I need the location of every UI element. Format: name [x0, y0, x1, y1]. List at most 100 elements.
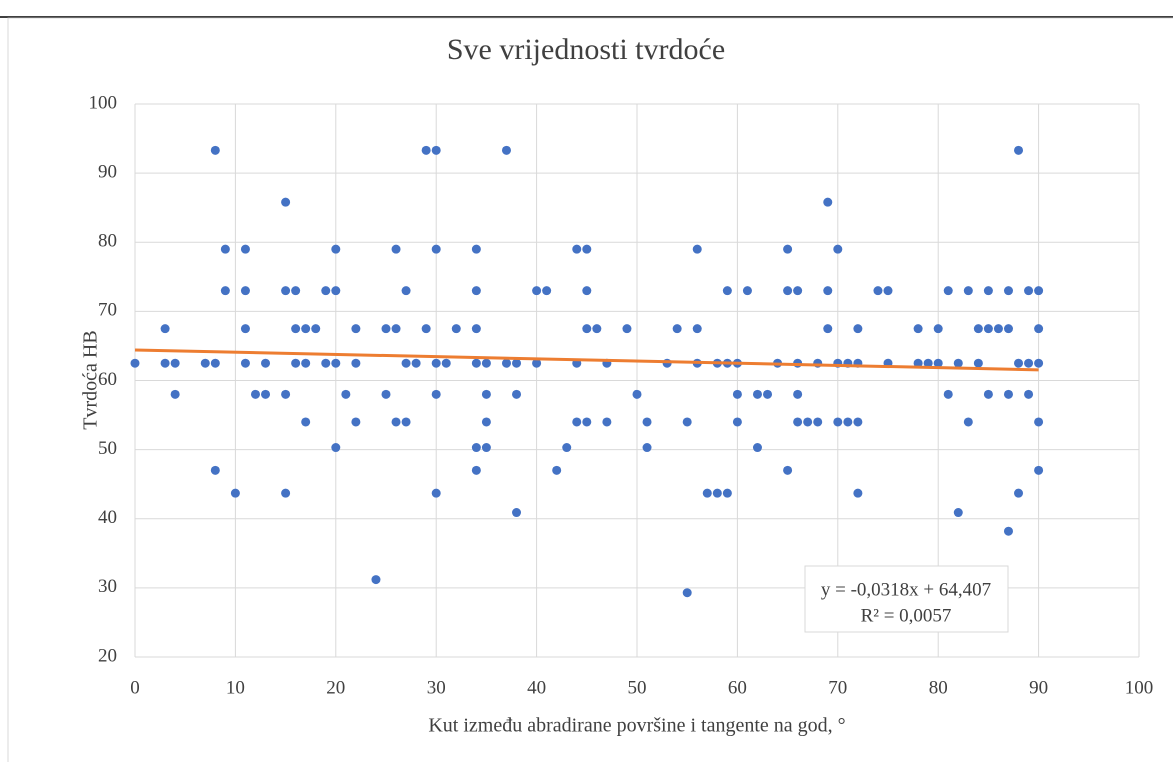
data-point	[431, 389, 441, 399]
data-point	[431, 358, 441, 368]
data-point	[953, 358, 963, 368]
data-point	[823, 197, 833, 207]
data-point	[913, 358, 923, 368]
data-point	[220, 244, 230, 254]
data-point	[1014, 145, 1024, 155]
data-point	[793, 417, 803, 427]
data-point	[602, 417, 612, 427]
data-point	[391, 324, 401, 334]
data-point	[391, 417, 401, 427]
data-point	[692, 244, 702, 254]
data-point	[933, 324, 943, 334]
y-tick-label: 50	[98, 438, 117, 459]
data-point	[240, 286, 250, 296]
data-point	[170, 389, 180, 399]
data-point	[351, 358, 361, 368]
data-point	[471, 358, 481, 368]
data-point	[291, 358, 301, 368]
data-point	[431, 488, 441, 498]
data-point	[341, 389, 351, 399]
data-point	[281, 286, 291, 296]
y-tick-label: 80	[98, 231, 117, 252]
data-point	[471, 443, 481, 453]
data-point	[933, 358, 943, 368]
data-point	[471, 465, 481, 475]
y-tick-label: 100	[89, 92, 118, 113]
x-tick-label: 20	[326, 677, 345, 698]
data-point	[582, 244, 592, 254]
data-point	[240, 244, 250, 254]
trendline-r2: R² = 0,0057	[861, 605, 952, 626]
data-point	[401, 358, 411, 368]
data-point	[622, 324, 632, 334]
data-point	[481, 443, 491, 453]
data-point	[481, 358, 491, 368]
data-point	[321, 286, 331, 296]
data-point	[873, 286, 883, 296]
data-point	[1014, 488, 1024, 498]
data-point	[160, 358, 170, 368]
data-point	[642, 443, 652, 453]
data-point	[1003, 286, 1013, 296]
data-point	[471, 244, 481, 254]
data-point	[722, 286, 732, 296]
data-point	[793, 389, 803, 399]
data-point	[401, 286, 411, 296]
data-point	[823, 324, 833, 334]
x-tick-label: 50	[628, 677, 647, 698]
data-point	[582, 286, 592, 296]
data-point	[401, 417, 411, 427]
data-point	[421, 145, 431, 155]
data-point	[823, 286, 833, 296]
data-point	[250, 389, 260, 399]
data-point	[210, 358, 220, 368]
data-point	[562, 443, 572, 453]
x-tick-label: 10	[226, 677, 245, 698]
data-point	[1014, 358, 1024, 368]
data-point	[963, 417, 973, 427]
data-point	[481, 389, 491, 399]
data-point	[381, 389, 391, 399]
chart-title: Sve vrijednosti tvrdoće	[447, 33, 725, 66]
data-point	[833, 244, 843, 254]
y-tick-label: 90	[98, 161, 117, 182]
data-point	[973, 324, 983, 334]
data-point	[281, 488, 291, 498]
data-point	[783, 465, 793, 475]
equation-box	[804, 565, 1009, 633]
data-point	[963, 286, 973, 296]
y-axis-label: Tvrdoća HB	[80, 330, 102, 429]
data-point	[130, 358, 140, 368]
data-point	[793, 286, 803, 296]
data-point	[170, 358, 180, 368]
data-point	[351, 417, 361, 427]
data-point	[451, 324, 461, 334]
x-tick-label: 30	[427, 677, 446, 698]
data-point	[210, 145, 220, 155]
data-point	[742, 286, 752, 296]
data-point	[722, 488, 732, 498]
data-point	[441, 358, 451, 368]
data-point	[281, 389, 291, 399]
data-point	[321, 358, 331, 368]
data-point	[391, 244, 401, 254]
chart-frame	[7, 17, 1173, 767]
x-tick-label: 80	[929, 677, 948, 698]
data-point	[331, 443, 341, 453]
data-point	[943, 389, 953, 399]
data-point	[471, 286, 481, 296]
data-point	[913, 324, 923, 334]
data-point	[983, 286, 993, 296]
data-point	[220, 286, 230, 296]
data-point	[371, 575, 381, 585]
data-point	[501, 145, 511, 155]
x-tick-label: 90	[1029, 677, 1048, 698]
data-point	[1034, 417, 1044, 427]
trendline	[134, 348, 1039, 372]
x-tick-label: 60	[728, 677, 747, 698]
data-point	[1034, 324, 1044, 334]
data-point	[411, 358, 421, 368]
data-point	[1034, 358, 1044, 368]
data-point	[431, 145, 441, 155]
